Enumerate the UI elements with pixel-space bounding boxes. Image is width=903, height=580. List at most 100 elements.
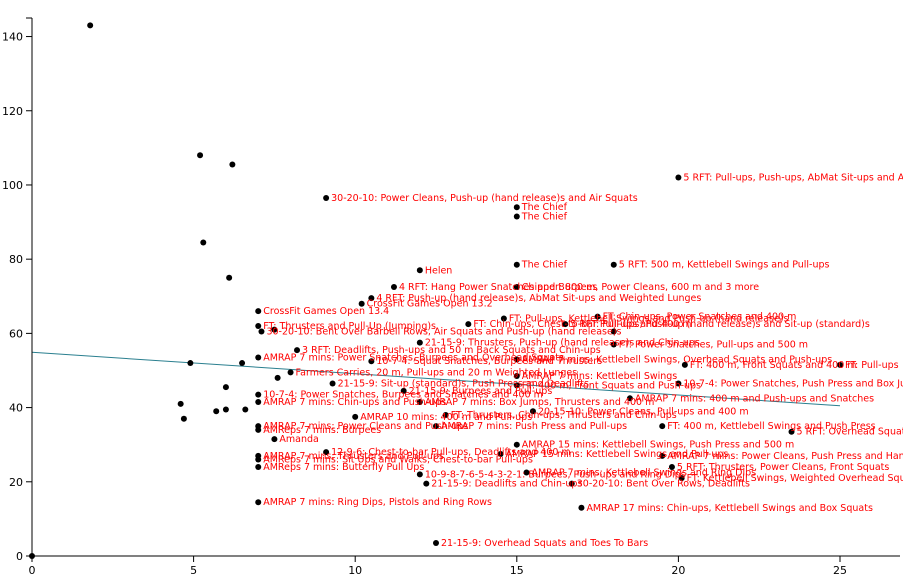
data-point[interactable] bbox=[500, 315, 507, 322]
data-point[interactable] bbox=[668, 463, 675, 470]
data-point[interactable] bbox=[659, 423, 666, 430]
x-tick-label: 10 bbox=[348, 564, 362, 577]
y-tick-label: 80 bbox=[9, 253, 23, 266]
data-point[interactable] bbox=[213, 408, 220, 415]
data-point[interactable] bbox=[513, 373, 520, 380]
data-point[interactable] bbox=[358, 300, 365, 307]
data-point[interactable] bbox=[513, 213, 520, 220]
data-point[interactable] bbox=[497, 450, 504, 457]
point-labels-layer: 30-20-10: Power Cleans, Push-up (hand re… bbox=[263, 173, 903, 549]
data-point[interactable] bbox=[200, 239, 207, 246]
data-point[interactable] bbox=[416, 267, 423, 274]
data-point[interactable] bbox=[523, 469, 530, 476]
point-label: AMRAP 17 mins: Chin-ups, Kettlebell Swin… bbox=[586, 503, 873, 514]
data-point[interactable] bbox=[352, 413, 359, 420]
data-point[interactable] bbox=[239, 360, 246, 367]
data-point[interactable] bbox=[197, 152, 204, 159]
point-label: The Chief bbox=[521, 260, 568, 271]
data-point[interactable] bbox=[659, 452, 666, 459]
data-point[interactable] bbox=[529, 408, 536, 415]
data-point[interactable] bbox=[255, 456, 262, 463]
data-point[interactable] bbox=[255, 391, 262, 398]
data-point[interactable] bbox=[294, 347, 301, 354]
point-label: AMRAP 7 mins: Kettlebell Swings bbox=[522, 371, 678, 382]
point-label: AMRAP 7 mins: Thrusters and Pull-ups bbox=[263, 451, 444, 462]
data-point[interactable] bbox=[226, 274, 233, 281]
data-point[interactable] bbox=[513, 261, 520, 268]
point-label: AMRAP 7 mins: Ring Dips, Pistols and Rin… bbox=[263, 497, 492, 508]
data-point[interactable] bbox=[433, 540, 439, 547]
data-point[interactable] bbox=[177, 400, 184, 407]
point-label: 4 RFT: Push-up (hand release)s, AbMat Si… bbox=[376, 293, 701, 304]
data-point[interactable] bbox=[513, 382, 520, 389]
data-point[interactable] bbox=[681, 361, 688, 368]
data-point[interactable] bbox=[255, 426, 262, 433]
data-point[interactable] bbox=[610, 328, 617, 335]
data-point[interactable] bbox=[578, 504, 585, 511]
data-point[interactable] bbox=[626, 395, 633, 402]
points-layer bbox=[29, 22, 843, 559]
data-point[interactable] bbox=[258, 328, 265, 335]
x-tick-label: 25 bbox=[833, 564, 847, 577]
data-point[interactable] bbox=[271, 436, 278, 443]
data-point[interactable] bbox=[594, 313, 601, 320]
data-point[interactable] bbox=[416, 339, 423, 346]
data-point[interactable] bbox=[562, 321, 569, 328]
data-point[interactable] bbox=[513, 356, 520, 363]
data-point[interactable] bbox=[513, 204, 520, 211]
data-point[interactable] bbox=[222, 384, 229, 391]
data-point[interactable] bbox=[187, 360, 194, 367]
point-label: FT: Thrusters and Pull-Up (Jumping)s bbox=[263, 321, 436, 332]
point-label: The Chief bbox=[521, 212, 568, 223]
x-tick-label: 5 bbox=[190, 564, 197, 577]
data-point[interactable] bbox=[255, 354, 262, 361]
data-point[interactable] bbox=[390, 284, 397, 290]
data-point[interactable] bbox=[610, 261, 617, 268]
data-point[interactable] bbox=[416, 471, 423, 478]
data-point[interactable] bbox=[433, 423, 439, 430]
point-label: 10-7-4: Power Snatches, Burpees and Snat… bbox=[263, 390, 543, 401]
data-point[interactable] bbox=[568, 480, 575, 487]
data-point[interactable] bbox=[513, 441, 520, 448]
point-label: AMRAP 15 mins: Kettlebell Swings and Pul… bbox=[506, 449, 729, 460]
data-point[interactable] bbox=[255, 308, 262, 315]
point-label: AMRAP 15 mins: Kettlebell Swings, Push P… bbox=[522, 440, 794, 451]
point-label: 5 RFT: 500 m, Kettlebell Swings and Pull… bbox=[619, 260, 830, 271]
data-point[interactable] bbox=[465, 321, 472, 328]
data-point[interactable] bbox=[229, 161, 236, 168]
data-point[interactable] bbox=[788, 428, 795, 435]
data-point[interactable] bbox=[442, 412, 449, 419]
data-point[interactable] bbox=[368, 295, 375, 302]
data-point[interactable] bbox=[416, 399, 423, 406]
point-label: AMRAP 7 mins: Chin-ups and Push-ups bbox=[263, 397, 446, 408]
point-label: AMRAP 7 mins: Power Snatches, Burpees an… bbox=[263, 352, 564, 363]
data-point[interactable] bbox=[242, 406, 249, 413]
data-point[interactable] bbox=[222, 406, 229, 413]
data-point[interactable] bbox=[423, 480, 430, 487]
data-point[interactable] bbox=[274, 374, 281, 381]
data-point[interactable] bbox=[87, 22, 94, 29]
data-point[interactable] bbox=[329, 380, 336, 387]
data-point[interactable] bbox=[610, 341, 617, 348]
data-point[interactable] bbox=[400, 387, 407, 394]
data-point[interactable] bbox=[837, 361, 843, 368]
data-point[interactable] bbox=[513, 284, 520, 290]
data-point[interactable] bbox=[678, 475, 685, 482]
data-point[interactable] bbox=[255, 499, 262, 506]
data-point[interactable] bbox=[255, 463, 262, 470]
data-point[interactable] bbox=[323, 194, 330, 201]
data-point[interactable] bbox=[180, 415, 187, 422]
data-point[interactable] bbox=[255, 399, 262, 406]
point-label: Helen bbox=[425, 265, 453, 276]
data-point[interactable] bbox=[675, 380, 682, 387]
data-point[interactable] bbox=[675, 174, 682, 181]
point-label: 21-15-9: Sit-up (standard)s, Push Press … bbox=[338, 378, 589, 389]
data-point[interactable] bbox=[368, 358, 375, 365]
data-point[interactable] bbox=[287, 369, 294, 376]
data-point[interactable] bbox=[255, 322, 262, 329]
data-point[interactable] bbox=[323, 449, 330, 456]
point-label: AMRAP 7 mins: Power Cleans, Push Press a… bbox=[667, 451, 903, 462]
x-tick-label: 0 bbox=[29, 564, 36, 577]
data-point[interactable] bbox=[271, 326, 278, 333]
point-label: 12-9-6: Chest-to-bar Pull-ups, Deadlifts… bbox=[331, 447, 571, 458]
